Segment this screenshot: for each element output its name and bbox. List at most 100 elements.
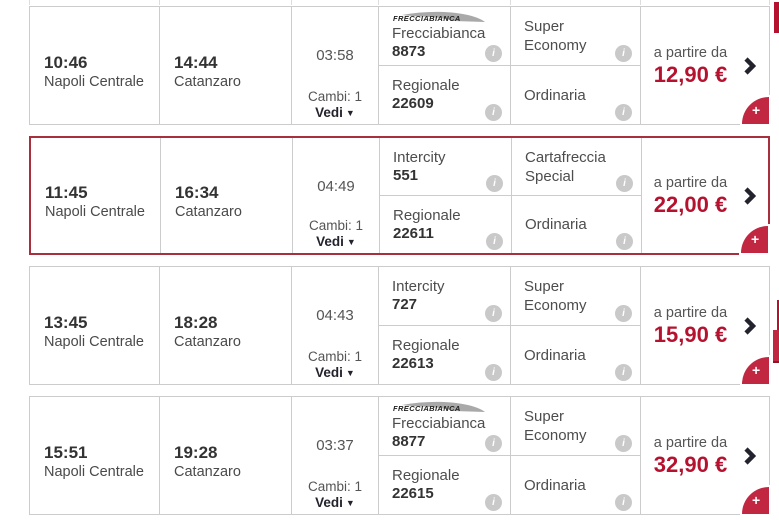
info-icon[interactable]: i (615, 45, 632, 62)
add-badge[interactable]: + (742, 357, 769, 384)
add-badge[interactable]: + (741, 226, 768, 253)
info-icon[interactable]: i (485, 364, 502, 381)
departure-time: 10:46 (44, 53, 88, 72)
info-icon[interactable]: i (486, 233, 503, 250)
duration-cell: 04:49 Cambi: 1 Vedi ▼ (293, 138, 380, 253)
departure-time: 11:45 (45, 183, 88, 202)
segments-block: Intercity 551 i Cartafreccia Special i R… (380, 138, 642, 253)
train-solution-row[interactable]: 10:46 Napoli Centrale 14:44 Catanzaro 03… (29, 6, 770, 125)
fare-cell: Cartafreccia Special i (512, 138, 642, 195)
price-prefix: a partire da (653, 304, 728, 321)
cropped-previous-row (29, 0, 770, 5)
vedi-toggle[interactable]: Vedi ▼ (308, 105, 362, 121)
vedi-toggle[interactable]: Vedi ▼ (309, 234, 363, 250)
departure-cell: 10:46 Napoli Centrale (30, 7, 160, 124)
price-cell[interactable]: a partire da 32,90 € + (641, 397, 769, 514)
arrival-cell: 16:34 Catanzaro (161, 138, 293, 253)
info-icon[interactable]: i (615, 494, 632, 511)
fare-cell: Super Economy i (511, 397, 641, 455)
changes-label: Cambi: 1 (308, 218, 364, 233)
departure-cell: 13:45 Napoli Centrale (30, 267, 160, 384)
price-cell[interactable]: a partire da 12,90 € + (641, 7, 769, 124)
info-icon[interactable]: i (485, 305, 502, 322)
price-prefix: a partire da (653, 174, 728, 191)
chevron-right-icon[interactable] (743, 186, 757, 206)
segment-row: Intercity 727 i Super Economy i (379, 267, 641, 326)
info-icon[interactable]: i (485, 104, 502, 121)
train-solution-row[interactable]: 11:45 Napoli Centrale 16:34 Catanzaro 04… (29, 136, 770, 255)
price-cell[interactable]: a partire da 15,90 € + (641, 267, 769, 384)
info-icon[interactable]: i (615, 435, 632, 452)
frecciabianca-logo-icon: FRECCIABIANCA (392, 401, 500, 413)
chevron-right-icon[interactable] (743, 446, 757, 466)
frecciabianca-logo-text: FRECCIABIANCA (393, 14, 461, 23)
info-icon[interactable]: i (615, 305, 632, 322)
info-icon[interactable]: i (616, 175, 633, 192)
vedi-label: Vedi (315, 495, 343, 510)
arrival-time: 18:28 (174, 313, 218, 332)
info-icon[interactable]: i (486, 175, 503, 192)
fare-name: Ordinaria (524, 476, 586, 494)
segments-block: Intercity 727 i Super Economy i Regional… (379, 267, 641, 384)
train-name: Regionale (392, 77, 460, 94)
changes-info: Cambi: 1 Vedi ▼ (308, 349, 362, 381)
info-icon[interactable]: i (616, 233, 633, 250)
info-icon[interactable]: i (615, 104, 632, 121)
chevron-right-icon[interactable] (743, 316, 757, 336)
info-icon[interactable]: i (615, 364, 632, 381)
train-number: 8873 (392, 43, 426, 60)
info-icon[interactable]: i (485, 435, 502, 452)
segment-row: Intercity 551 i Cartafreccia Special i (380, 138, 642, 196)
vedi-toggle[interactable]: Vedi ▼ (308, 365, 362, 381)
arrival-time: 14:44 (174, 53, 218, 72)
fare-name: Cartafreccia Special (525, 148, 606, 185)
vedi-label: Vedi (315, 365, 343, 380)
segment-row: Regionale 22611 i Ordinaria i (380, 196, 642, 253)
cropped-panel-fragment (773, 330, 779, 363)
vedi-toggle[interactable]: Vedi ▼ (308, 495, 362, 511)
fare-name: Super Economy (524, 18, 587, 54)
info-icon[interactable]: i (485, 45, 502, 62)
train-name: Regionale (392, 467, 460, 484)
changes-label: Cambi: 1 (307, 479, 363, 494)
departure-station: Napoli Centrale (45, 204, 145, 220)
duration: 03:37 (316, 437, 354, 454)
departure-cell: 15:51 Napoli Centrale (30, 397, 160, 514)
fare-cell: Ordinaria i (511, 326, 641, 384)
train-number: 22611 (393, 224, 434, 242)
train-solution-row[interactable]: 15:51 Napoli Centrale 19:28 Catanzaro 03… (29, 396, 770, 515)
duration-cell: 04:43 Cambi: 1 Vedi ▼ (292, 267, 379, 384)
add-badge[interactable]: + (742, 97, 769, 124)
duration-cell: 03:58 Cambi: 1 Vedi ▼ (292, 7, 379, 124)
plus-icon: + (752, 362, 761, 378)
fare-name: Super Economy (524, 278, 587, 314)
price-prefix: a partire da (653, 44, 728, 61)
segment-row: Regionale 22613 i Ordinaria i (379, 326, 641, 384)
changes-label: Cambi: 1 (307, 349, 363, 364)
departure-time: 13:45 (44, 313, 88, 332)
train-solution-row[interactable]: 13:45 Napoli Centrale 18:28 Catanzaro 04… (29, 266, 770, 385)
train-number: 727 (392, 296, 418, 313)
train-number: 22609 (392, 95, 434, 112)
add-badge[interactable]: + (742, 487, 769, 514)
changes-label: Cambi: 1 (307, 89, 363, 104)
train-cell: Intercity 727 i (379, 267, 511, 325)
plus-icon: + (752, 492, 761, 508)
segment-row: Regionale 22609 i Ordinaria i (379, 66, 641, 124)
arrival-station: Catanzaro (174, 464, 241, 480)
price-cell[interactable]: a partire da 22,00 € + (642, 138, 768, 253)
segment-row: Regionale 22615 i Ordinaria i (379, 456, 641, 514)
train-name: Regionale (393, 206, 461, 224)
train-cell: Regionale 22611 i (380, 196, 512, 253)
train-name: Intercity (392, 278, 445, 295)
chevron-right-icon[interactable] (743, 56, 757, 76)
info-icon[interactable]: i (485, 494, 502, 511)
cropped-panel-fragment (774, 2, 779, 33)
fare-name: Ordinaria (524, 346, 586, 364)
train-name: Frecciabianca (392, 25, 486, 42)
price-prefix: a partire da (653, 434, 728, 451)
departure-station: Napoli Centrale (44, 334, 144, 350)
price-text: a partire da 32,90 € (654, 435, 727, 477)
duration: 04:49 (317, 178, 355, 195)
caret-down-icon: ▼ (345, 108, 355, 118)
